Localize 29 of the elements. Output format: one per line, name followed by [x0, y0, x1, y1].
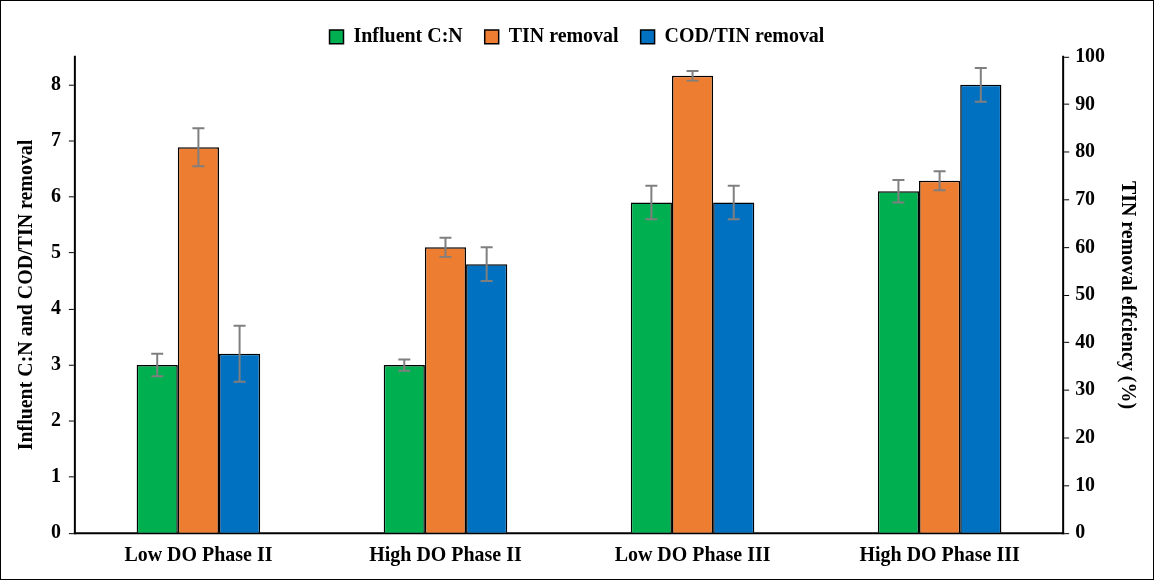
y-tick-label: 6 [50, 184, 61, 207]
x-tick-label: Low DO Phase II [124, 543, 273, 566]
y-tick-label: 7 [50, 128, 61, 151]
y2-tick-label: 60 [1075, 234, 1096, 257]
x-tick-label: High DO Phase III [859, 543, 1020, 567]
legend-label: COD/TIN removal [664, 24, 825, 47]
x-tick-label: Low DO Phase III [614, 543, 771, 566]
y2-tick-label: 30 [1075, 377, 1096, 400]
y2-tick-label: 100 [1075, 43, 1106, 66]
y2-tick-label: 90 [1075, 91, 1096, 114]
y-tick-label: 0 [50, 520, 61, 543]
y-tick-label: 1 [50, 464, 61, 487]
legend-label: Influent C:N [353, 24, 464, 47]
x-tick-label: High DO Phase II [369, 543, 522, 567]
y2-axis-title: TIN removal effciency (%) [1116, 180, 1140, 410]
y2-tick-label: 20 [1075, 425, 1096, 448]
y2-tick-label: 50 [1075, 282, 1096, 305]
y-tick-label: 2 [50, 408, 61, 431]
y-tick-label: 5 [50, 240, 61, 263]
y-tick-label: 3 [50, 352, 61, 375]
y-tick-label: 8 [50, 72, 61, 94]
y2-tick-label: 0 [1075, 520, 1086, 543]
legend-label: TIN removal [508, 24, 620, 47]
y2-tick-label: 10 [1075, 472, 1096, 495]
y2-tick-label: 70 [1075, 186, 1096, 209]
y-axis-title: Influent C:N and COD/TIN removal [14, 139, 37, 451]
y2-tick-label: 40 [1075, 329, 1096, 352]
y-tick-label: 4 [50, 296, 61, 319]
y2-tick-label: 80 [1075, 139, 1096, 162]
